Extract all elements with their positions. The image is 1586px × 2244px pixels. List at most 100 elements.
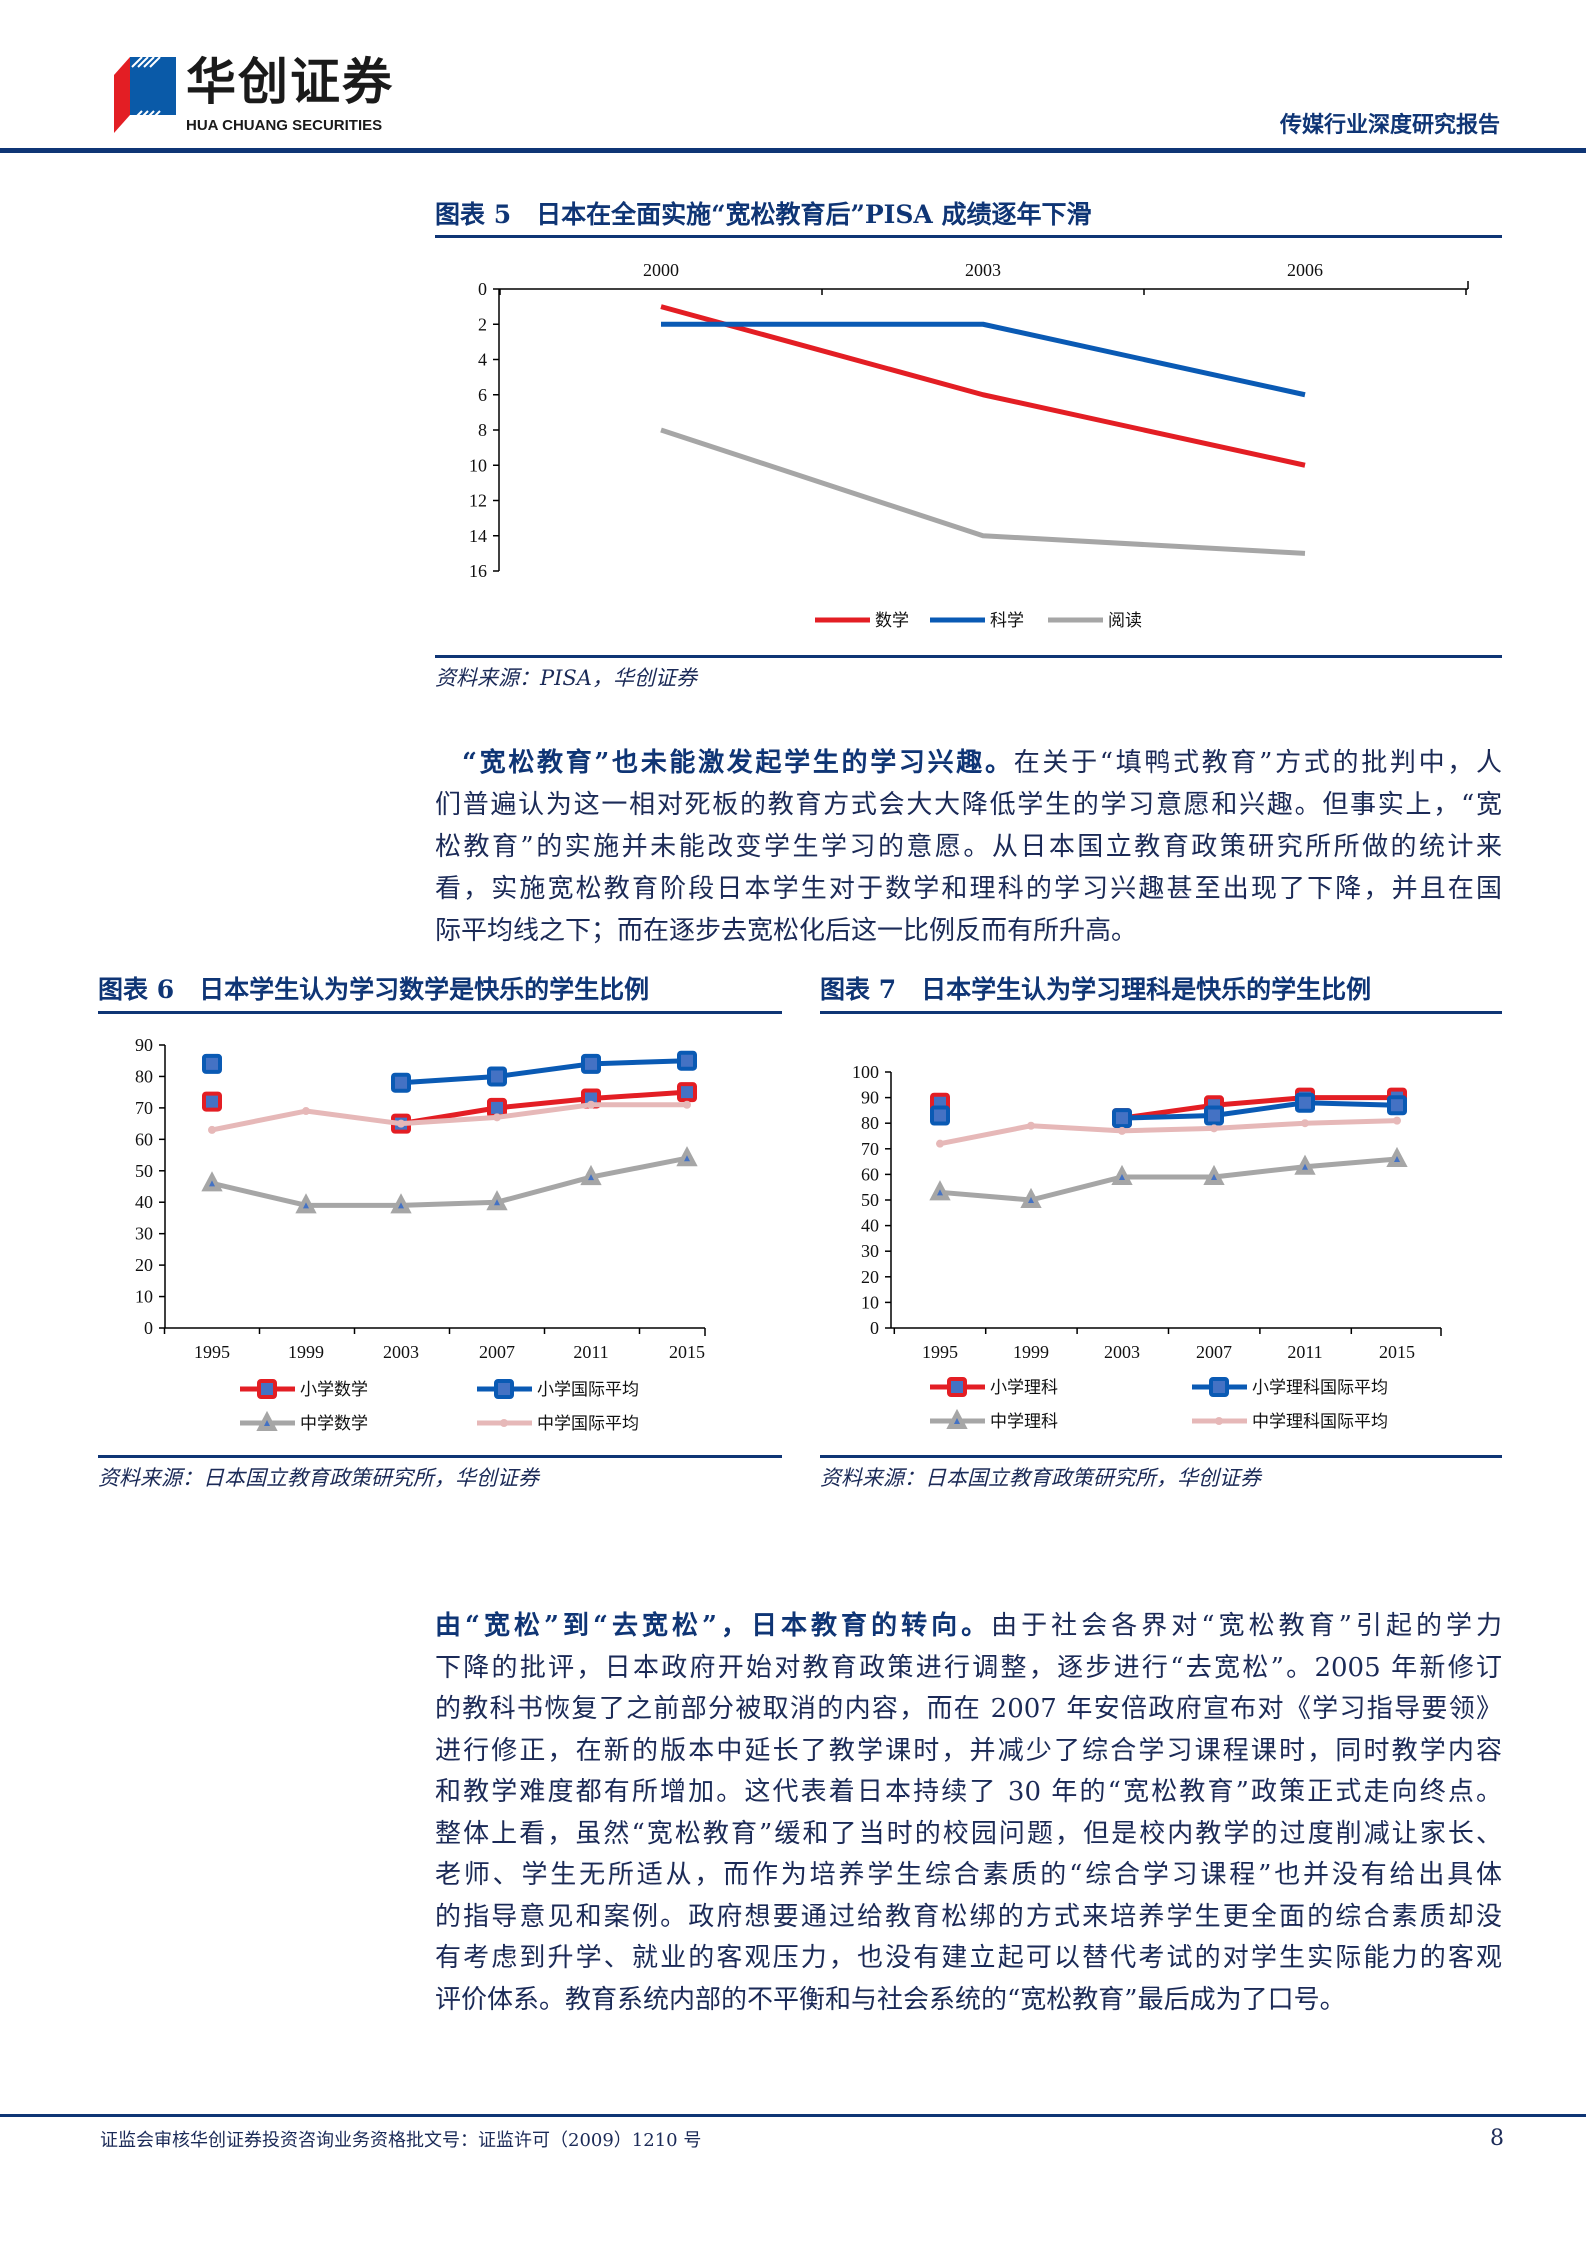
square-marker — [487, 1066, 507, 1087]
legend-label: 中学理科国际平均 — [1252, 1412, 1388, 1431]
paragraph-line: 有考虑到升学、就业的客观压力，也没有建立起可以替代考试的对学生实际能力的客观 — [435, 1943, 1502, 1973]
y-tick-label: 0 — [478, 279, 487, 299]
series-line — [939, 1118, 1398, 1147]
legend-label: 中学理科 — [990, 1412, 1058, 1431]
series-line — [400, 1089, 688, 1127]
series-2 — [661, 321, 1306, 398]
y-tick-label: 30 — [861, 1241, 879, 1261]
y-tick-label: 70 — [861, 1139, 879, 1159]
y-tick-label: 0 — [870, 1318, 879, 1338]
legend-item: 科学 — [930, 611, 1024, 630]
triangle-marker-inner — [1394, 1156, 1400, 1163]
series-1 — [660, 304, 1306, 468]
paragraph-line: 评价体系。教育系统内部的不平衡和与社会系统的“宽松教育”最后成为了口号。 — [435, 1985, 1346, 2015]
y-tick-label: 80 — [135, 1066, 153, 1086]
series-3 — [201, 1146, 698, 1214]
dot-marker — [1393, 1116, 1401, 1125]
x-tick-label: 2000 — [643, 260, 679, 280]
x-tick-label: 2007 — [479, 1342, 515, 1362]
figure5-title: 图表 5 日本在全面实施“宽松教育后”PISA 成绩逐年下滑 — [435, 200, 1092, 229]
figure7-title: 图表 7 日本学生认为学习理科是快乐的学生比例 — [820, 975, 1372, 1004]
legend-item: 中学数学 — [240, 1410, 368, 1433]
triangle-marker-inner — [494, 1199, 500, 1206]
legend-label: 科学 — [990, 611, 1024, 630]
dot-marker — [302, 1107, 310, 1116]
series-2 — [930, 1092, 1407, 1129]
footer-rule — [0, 2114, 1586, 2117]
y-tick-label: 6 — [478, 385, 487, 405]
legend-label: 小学数学 — [300, 1380, 368, 1399]
dot-marker — [500, 1419, 508, 1427]
y-tick-label: 30 — [135, 1224, 153, 1244]
legend-item: 小学理科国际平均 — [1192, 1377, 1388, 1397]
figure6-title: 图表 6 日本学生认为学习数学是快乐的学生比例 — [98, 975, 650, 1004]
figure6-bottom-rule — [98, 1455, 782, 1458]
y-tick-label: 10 — [135, 1287, 153, 1307]
y-tick-label: 100 — [852, 1062, 879, 1082]
paragraph-line: 们普遍认为这一相对死板的教育方式会大大降低学生的学习意愿和兴趣。但事实上，“宽 — [435, 790, 1502, 820]
square-marker — [1295, 1092, 1315, 1113]
series-line — [660, 304, 1306, 468]
legend-item: 数学 — [815, 611, 909, 630]
footer-license: 证监会审核华创证券投资咨询业务资格批文号：证监许可（2009）1210 号 — [100, 2130, 702, 2151]
y-tick-label: 0 — [144, 1318, 153, 1338]
legend-label: 小学理科国际平均 — [1252, 1378, 1388, 1397]
square-marker — [391, 1072, 411, 1093]
paragraph-line: 整体上看，虽然“宽松教育”缓和了当时的校园问题，但是校内教学的过度削减让家长、 — [435, 1819, 1502, 1849]
header-rule — [0, 148, 1586, 153]
x-tick-label: 2006 — [1287, 260, 1323, 280]
figure6-source: 资料来源：日本国立教育政策研究所，华创证券 — [98, 1466, 539, 1490]
paragraph-lead: 由“宽松”到“去宽松”，日本教育的转向。 — [435, 1611, 992, 1641]
paragraph-line: 际平均线之下；而在逐步去宽松化后这一比例反而有所升高。 — [435, 916, 1138, 946]
triangle-marker-inner — [1211, 1173, 1217, 1180]
y-tick-label: 90 — [861, 1088, 879, 1108]
dot-marker — [683, 1100, 691, 1109]
legend-label: 小学国际平均 — [537, 1380, 639, 1399]
square-marker — [581, 1053, 601, 1074]
y-tick-label: 8 — [478, 420, 487, 440]
series-line — [211, 1155, 688, 1208]
series-3 — [929, 1146, 1408, 1208]
figure7-bottom-rule — [820, 1455, 1502, 1458]
x-tick-label: 2015 — [1379, 1342, 1415, 1362]
triangle-marker-inner — [937, 1189, 943, 1196]
page-number: 8 — [1490, 2126, 1504, 2151]
legend-item: 小学理科 — [930, 1377, 1058, 1397]
series-line — [1121, 1095, 1397, 1121]
dot-marker — [493, 1113, 501, 1122]
x-tick-label: 1995 — [194, 1342, 230, 1362]
square-marker — [947, 1377, 967, 1397]
dot-marker — [936, 1139, 944, 1148]
dot-marker — [1215, 1417, 1223, 1425]
y-tick-label: 80 — [861, 1113, 879, 1133]
figure5-top-rule — [435, 235, 1502, 238]
square-marker — [202, 1091, 222, 1112]
square-marker — [677, 1050, 697, 1071]
y-tick-label: 4 — [478, 350, 487, 370]
paragraph-line: 的指导意见和案例。政府想要通过给教育松绑的方式来培养学生更全面的综合素质却没 — [435, 1902, 1502, 1932]
legend-label: 小学理科 — [990, 1378, 1058, 1397]
series-3 — [660, 427, 1306, 556]
logo: 华创证券 HUA CHUANG SECURITIES — [100, 55, 400, 137]
y-tick-label: 10 — [469, 455, 487, 475]
dot-marker — [397, 1119, 405, 1128]
figure7-source: 资料来源：日本国立教育政策研究所，华创证券 — [820, 1466, 1261, 1490]
x-tick-label: 1999 — [288, 1342, 324, 1362]
figure6-top-rule — [98, 1011, 782, 1014]
triangle-marker-inner — [1302, 1163, 1308, 1170]
legend-label: 数学 — [875, 611, 909, 630]
square-marker — [494, 1379, 514, 1399]
triangle-marker-inner — [398, 1202, 404, 1209]
dot-marker — [208, 1125, 216, 1134]
figure5-plot: 0 2 4 6 8 10 12 14 16 2000 2003 2006 数学 科学 阅读 — [469, 260, 1469, 630]
paragraph-line: 进行修正，在新的版本中延长了教学课时，并减少了综合学习课程课时，同时教学内容 — [435, 1736, 1502, 1766]
logo-english-text: HUA CHUANG SECURITIES — [186, 117, 383, 134]
square-marker — [257, 1379, 277, 1399]
y-tick-label: 50 — [861, 1190, 879, 1210]
legend-item: 小学数学 — [240, 1379, 368, 1399]
x-tick-label: 1995 — [922, 1342, 958, 1362]
y-tick-label: 10 — [861, 1292, 879, 1312]
series-2 — [202, 1050, 697, 1093]
paragraph-lead: “宽松教育”也未能激发起学生的学习兴趣。 — [462, 748, 1014, 778]
series-4 — [208, 1100, 691, 1134]
